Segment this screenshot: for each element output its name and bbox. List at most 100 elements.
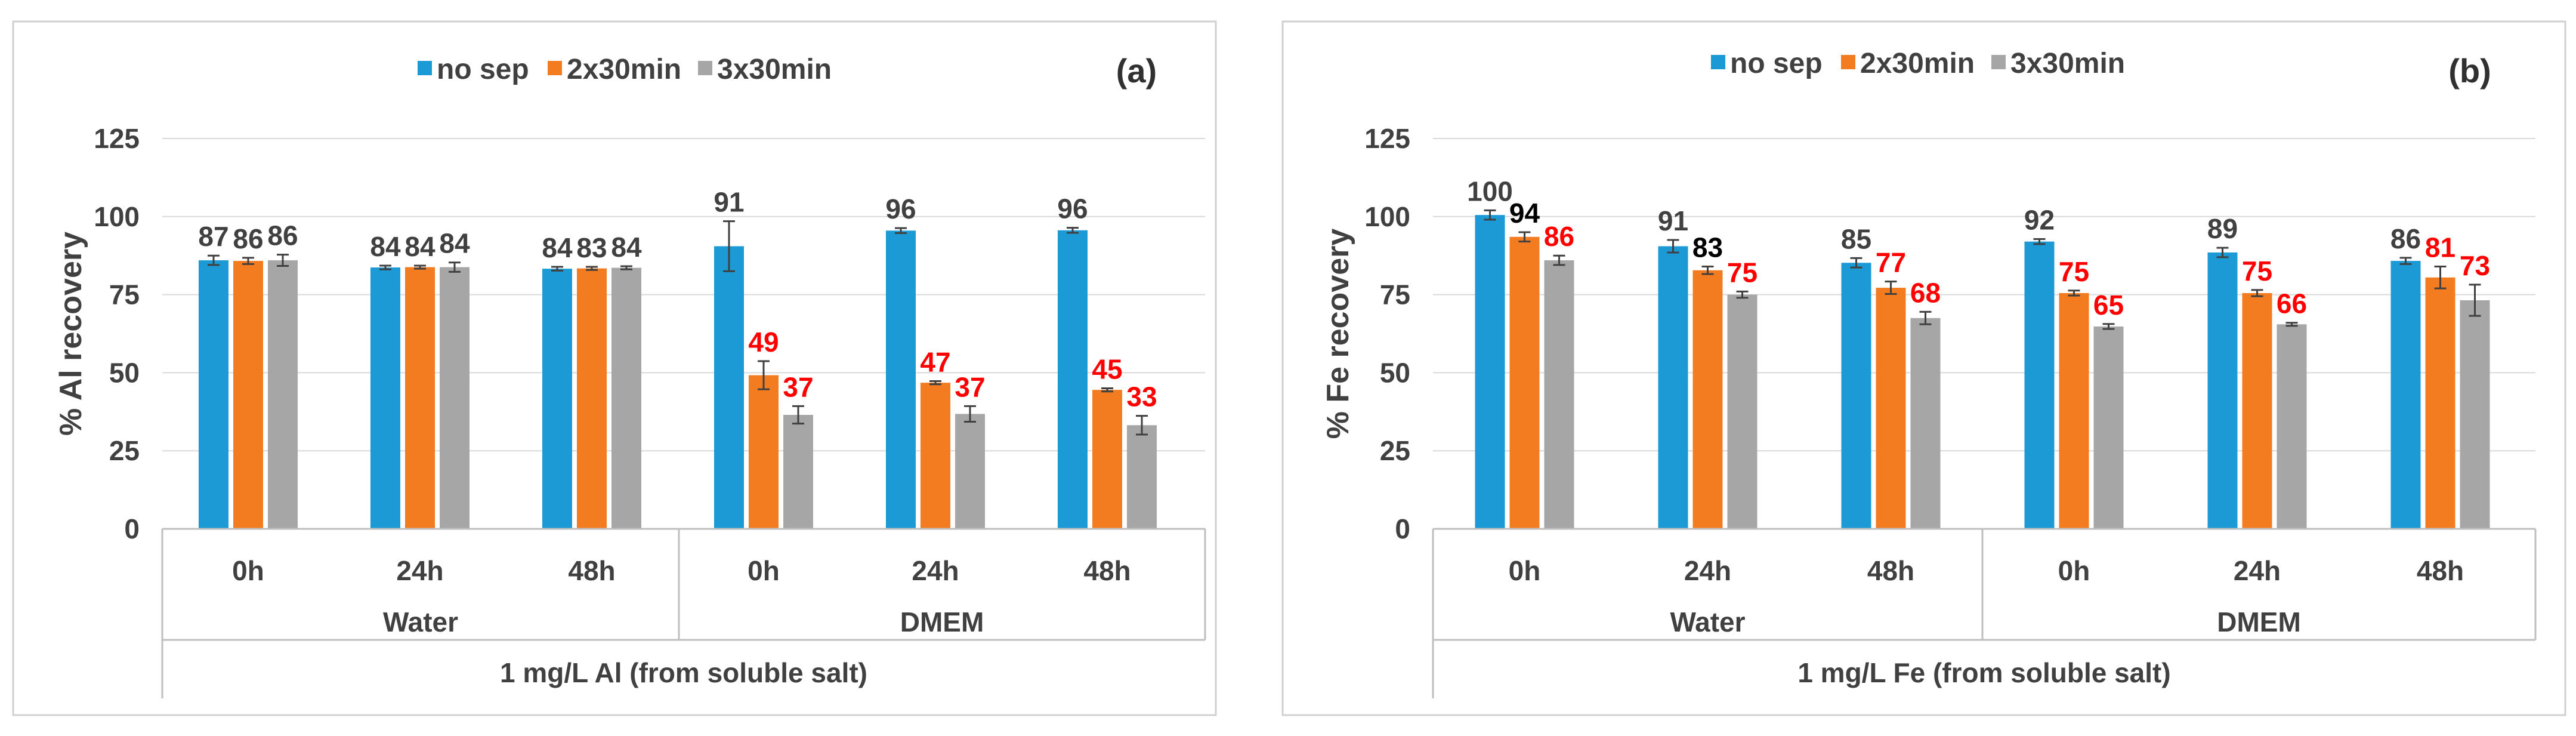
data-label: 86 [233, 223, 263, 254]
bar-3x30min [1910, 318, 1941, 529]
y-tick-label: 100 [1364, 201, 1410, 232]
data-label: 37 [955, 371, 985, 402]
data-label: 49 [748, 327, 779, 358]
x-tick-label: 0h [748, 555, 780, 586]
data-label: 84 [370, 231, 401, 262]
bar-no-sep [542, 269, 572, 529]
bar-3x30min [2460, 300, 2490, 529]
y-tick-label: 100 [94, 201, 140, 232]
y-tick-label: 0 [124, 513, 140, 544]
data-label: 83 [576, 232, 607, 263]
bar-3x30min [268, 260, 298, 529]
x-tick-label: 48h [568, 555, 615, 586]
bar-no-sep [1058, 230, 1088, 529]
bar-2x30min [577, 268, 607, 529]
data-label: 84 [439, 228, 470, 259]
bar-2x30min [1876, 288, 1906, 529]
bar-no-sep [1841, 263, 1871, 529]
x-tick-label: 0h [2058, 555, 2090, 586]
bar-3x30min [2277, 324, 2307, 529]
bar-no-sep [1475, 215, 1505, 529]
bar-3x30min [611, 267, 641, 529]
bar-2x30min [2242, 292, 2272, 529]
bar-no-sep [2207, 252, 2238, 529]
data-label: 86 [2390, 223, 2421, 254]
data-label: 75 [2242, 255, 2272, 287]
x-tick-label: 0h [232, 555, 264, 586]
bar-no-sep [714, 246, 744, 529]
data-label: 85 [1841, 223, 1871, 254]
bar-3x30min [1544, 260, 1574, 529]
legend-swatch [418, 61, 432, 75]
data-label: 75 [1727, 257, 1758, 288]
bar-no-sep [1658, 246, 1688, 529]
legend-label: 3x30min [2010, 48, 2125, 79]
data-label: 66 [2277, 288, 2307, 319]
data-label: 86 [267, 220, 298, 251]
data-label: 75 [2059, 256, 2089, 287]
x-tick-label: 24h [1684, 555, 1731, 586]
data-label: 83 [1692, 232, 1723, 263]
data-label: 92 [2024, 204, 2055, 235]
footer-label: 1 mg/L Al (from soluble salt) [500, 657, 867, 688]
data-label: 86 [1544, 221, 1574, 252]
data-label: 87 [198, 221, 228, 252]
x-tick-label: 48h [1867, 555, 1914, 586]
data-label: 96 [1057, 193, 1088, 224]
data-label: 68 [1910, 277, 1941, 308]
legend-swatch [548, 61, 562, 75]
bar-no-sep [370, 267, 400, 529]
bar-2x30min [405, 267, 435, 529]
group-label: Water [383, 606, 458, 638]
legend-label: no sep [437, 54, 529, 85]
y-tick-label: 25 [1380, 435, 1410, 466]
data-label: 45 [1092, 354, 1122, 385]
bar-2x30min [1092, 390, 1122, 529]
group-label: DMEM [2217, 606, 2301, 638]
group-label: DMEM [900, 606, 984, 638]
x-tick-label: 0h [1509, 555, 1541, 586]
data-label: 91 [1658, 205, 1688, 236]
data-label: 100 [1467, 175, 1513, 207]
bar-no-sep [199, 260, 228, 529]
data-label: 84 [404, 231, 435, 262]
legend-label: 3x30min [717, 54, 832, 85]
data-label: 91 [714, 187, 744, 218]
panel-label: (b) [2448, 52, 2491, 90]
bar-2x30min [233, 261, 263, 529]
legend-swatch [1711, 55, 1725, 69]
y-tick-label: 50 [1380, 357, 1410, 388]
data-label: 33 [1126, 381, 1157, 412]
bar-2x30min [1692, 270, 1723, 529]
bar-2x30min [921, 383, 950, 529]
x-tick-label: 24h [2234, 555, 2281, 586]
legend-swatch [698, 61, 712, 75]
data-label: 94 [1509, 198, 1540, 229]
bar-2x30min [1509, 236, 1540, 529]
x-tick-label: 24h [912, 555, 959, 586]
legend-label: no sep [1730, 48, 1823, 79]
y-axis-label: % Al recovery [54, 232, 88, 436]
data-label: 84 [542, 232, 573, 263]
bar-3x30min [1127, 425, 1157, 529]
data-label: 73 [2460, 250, 2490, 281]
data-label: 96 [885, 193, 916, 224]
panel-label: (a) [1116, 52, 1157, 90]
bar-3x30min [783, 415, 813, 529]
data-label: 89 [2207, 213, 2238, 244]
bar-2x30min [749, 375, 779, 529]
bar-3x30min [2093, 326, 2124, 529]
bar-no-sep [2390, 261, 2421, 529]
bar-3x30min [440, 267, 470, 529]
legend-swatch [1991, 55, 2006, 69]
data-label: 77 [1876, 247, 1906, 278]
bar-2x30min [2425, 277, 2455, 529]
bar-3x30min [955, 414, 985, 529]
y-tick-label: 125 [94, 123, 140, 154]
y-tick-label: 125 [1364, 123, 1410, 154]
data-label: 47 [920, 347, 950, 378]
x-tick-label: 48h [2417, 555, 2464, 586]
